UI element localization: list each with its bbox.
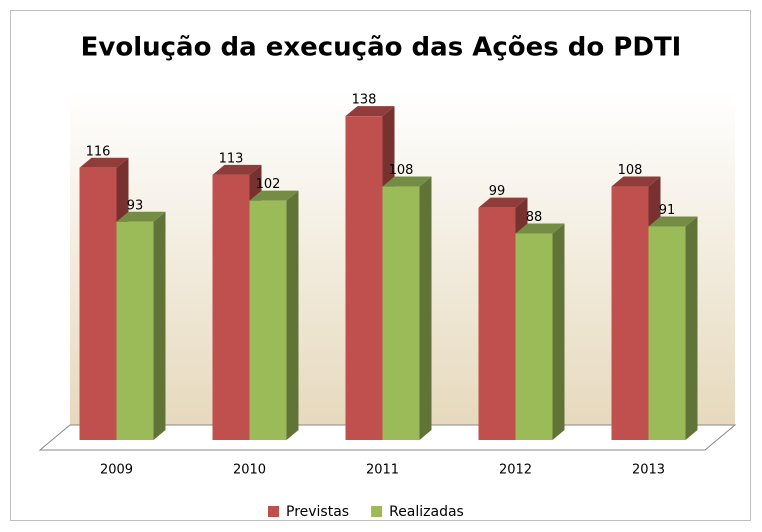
bar-side [685, 216, 698, 440]
bar [212, 174, 250, 440]
bar [345, 116, 383, 440]
bar [382, 186, 420, 440]
value-label: 93 [127, 198, 144, 213]
bar-top [79, 157, 129, 168]
value-label: 88 [526, 210, 543, 225]
value-label: 91 [659, 203, 676, 218]
legend-swatch [371, 506, 383, 517]
x-tick-label: 2013 [632, 463, 665, 478]
bar [79, 167, 117, 440]
bar [648, 226, 686, 440]
bar-side [552, 223, 565, 440]
legend-swatch [268, 506, 279, 517]
value-label: 138 [352, 93, 377, 108]
bar-top [515, 223, 565, 234]
bar-top [611, 176, 661, 187]
x-tick-label: 2010 [233, 463, 266, 478]
bar-side [286, 190, 299, 440]
bar [611, 186, 649, 440]
value-label: 113 [219, 151, 244, 166]
bar-top [382, 176, 432, 187]
x-tick-label: 2009 [100, 463, 133, 478]
legend-label: Realizadas [389, 504, 464, 520]
chart-title: Evolução da execução das Ações do PDTI [81, 33, 682, 63]
value-label: 102 [256, 177, 281, 192]
value-label: 116 [86, 144, 111, 159]
bar-side [419, 176, 432, 440]
legend-label: Previstas [286, 504, 349, 520]
bar-top [116, 211, 166, 222]
value-label: 108 [618, 163, 643, 178]
value-label: 99 [489, 184, 506, 199]
x-tick-label: 2012 [499, 463, 532, 478]
bar-top [212, 164, 262, 175]
bar-top [478, 197, 528, 208]
bar-top [648, 216, 698, 227]
bar-top [345, 106, 395, 117]
x-tick-label: 2011 [366, 463, 399, 478]
bar [478, 207, 516, 440]
value-label: 108 [389, 163, 414, 178]
bar-side [153, 211, 166, 440]
bar [515, 233, 553, 440]
bar-top [249, 190, 299, 201]
bar [116, 221, 154, 440]
bar [249, 200, 287, 440]
